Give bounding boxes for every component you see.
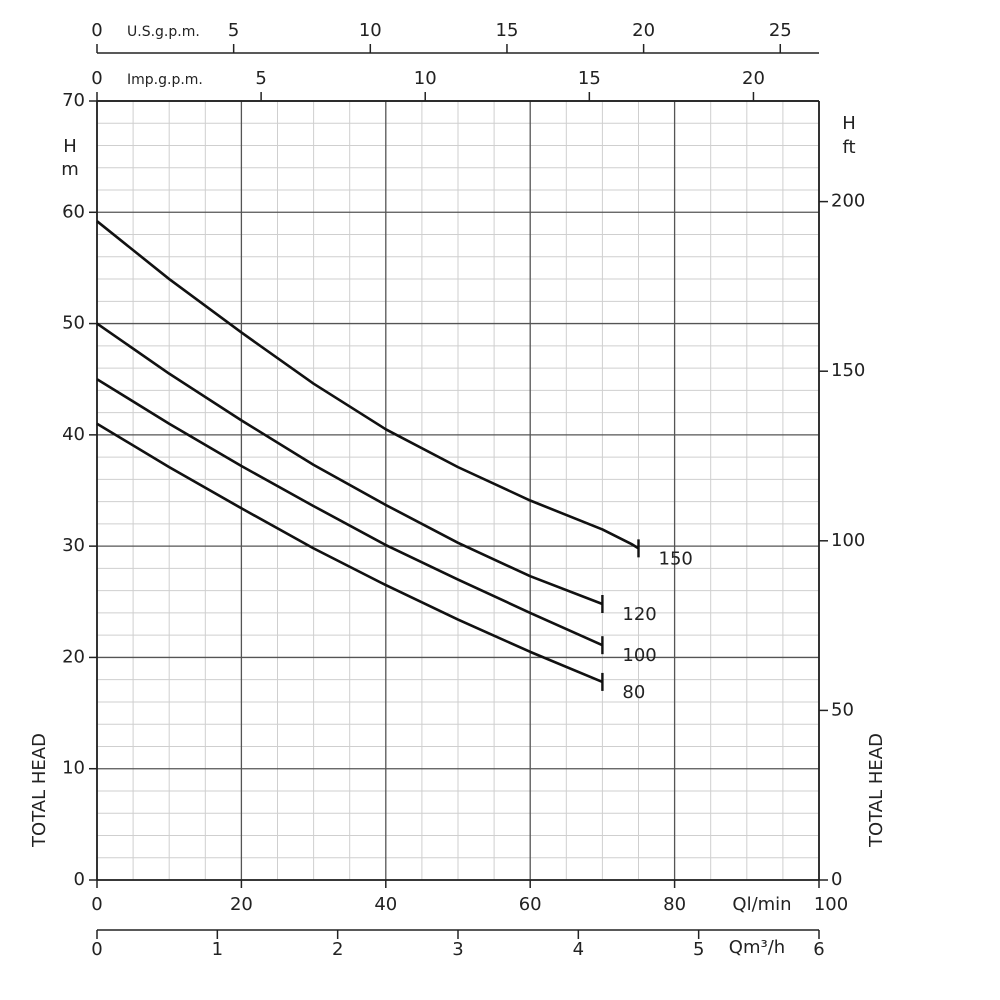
y-tick-label: 20 [62, 646, 85, 667]
y-tick-label: 10 [62, 758, 85, 779]
secondary-x-label: Imp.g.p.m. [127, 72, 203, 88]
x-tick-label: 100 [814, 894, 848, 915]
secondary-x-label: U.S.g.p.m. [127, 24, 200, 40]
y-axis-label: H [63, 136, 77, 157]
y-tick-label: 60 [62, 201, 85, 222]
y2-tick-label: 200 [831, 191, 865, 212]
curve-label: 120 [622, 604, 656, 625]
secondary-x-tick-label: 4 [573, 939, 584, 960]
secondary-x-tick-label: 0 [91, 68, 102, 89]
y2-tick-label: 50 [831, 699, 854, 720]
secondary-x-tick-label: 10 [414, 68, 437, 89]
curve-label: 80 [622, 682, 645, 703]
pump-curve [96, 220, 640, 550]
y2-tick-label: 150 [831, 360, 865, 381]
y2-tick-label: 0 [831, 869, 842, 890]
x-tick-label: 40 [374, 894, 397, 915]
secondary-x-tick-label: 10 [359, 20, 382, 41]
secondary-x-tick-label: 15 [496, 20, 519, 41]
y-tick-label: 40 [62, 424, 85, 445]
y-tick-label: 30 [62, 535, 85, 556]
secondary-x-tick-label: 0 [91, 939, 102, 960]
pump-curve [96, 378, 603, 647]
y-axis-unit: m [61, 159, 79, 180]
pump-curve [96, 422, 603, 684]
secondary-x-tick-label: 5 [693, 939, 704, 960]
secondary-x-tick-label: 6 [813, 939, 824, 960]
secondary-x-tick-label: 0 [91, 20, 102, 41]
secondary-x-tick-label: 2 [332, 939, 343, 960]
curve-label: 150 [659, 548, 693, 569]
secondary-x-label: Qm³/h [729, 937, 785, 958]
secondary-x-tick-label: 3 [452, 939, 463, 960]
y-tick-label: 50 [62, 313, 85, 334]
curve-label: 100 [622, 645, 656, 666]
right-title: TOTAL HEAD [866, 733, 887, 848]
secondary-x-tick-label: 5 [228, 20, 239, 41]
secondary-x-tick-label: 25 [769, 20, 792, 41]
y-tick-label: 70 [62, 90, 85, 111]
secondary-x-tick-label: 1 [212, 939, 223, 960]
secondary-x-tick-label: 15 [578, 68, 601, 89]
secondary-x-tick-label: 5 [255, 68, 266, 89]
pump-curve [96, 322, 603, 606]
secondary-x-tick-label: 20 [742, 68, 765, 89]
left-title: TOTAL HEAD [29, 733, 50, 848]
y2-tick-label: 100 [831, 530, 865, 551]
secondary-x-tick-label: 20 [632, 20, 655, 41]
x-tick-label: 20 [230, 894, 253, 915]
y-tick-label: 0 [74, 869, 85, 890]
x-axis-label: Ql/min [732, 894, 791, 915]
y2-axis-unit: ft [842, 137, 855, 158]
x-tick-label: 0 [91, 894, 102, 915]
x-tick-label: 80 [663, 894, 686, 915]
y2-axis-label: H [842, 113, 856, 134]
x-tick-label: 60 [519, 894, 542, 915]
